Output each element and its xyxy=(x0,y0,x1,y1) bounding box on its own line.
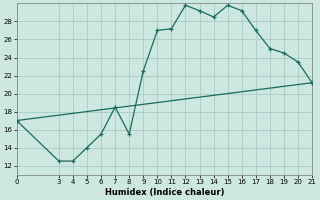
X-axis label: Humidex (Indice chaleur): Humidex (Indice chaleur) xyxy=(105,188,224,197)
